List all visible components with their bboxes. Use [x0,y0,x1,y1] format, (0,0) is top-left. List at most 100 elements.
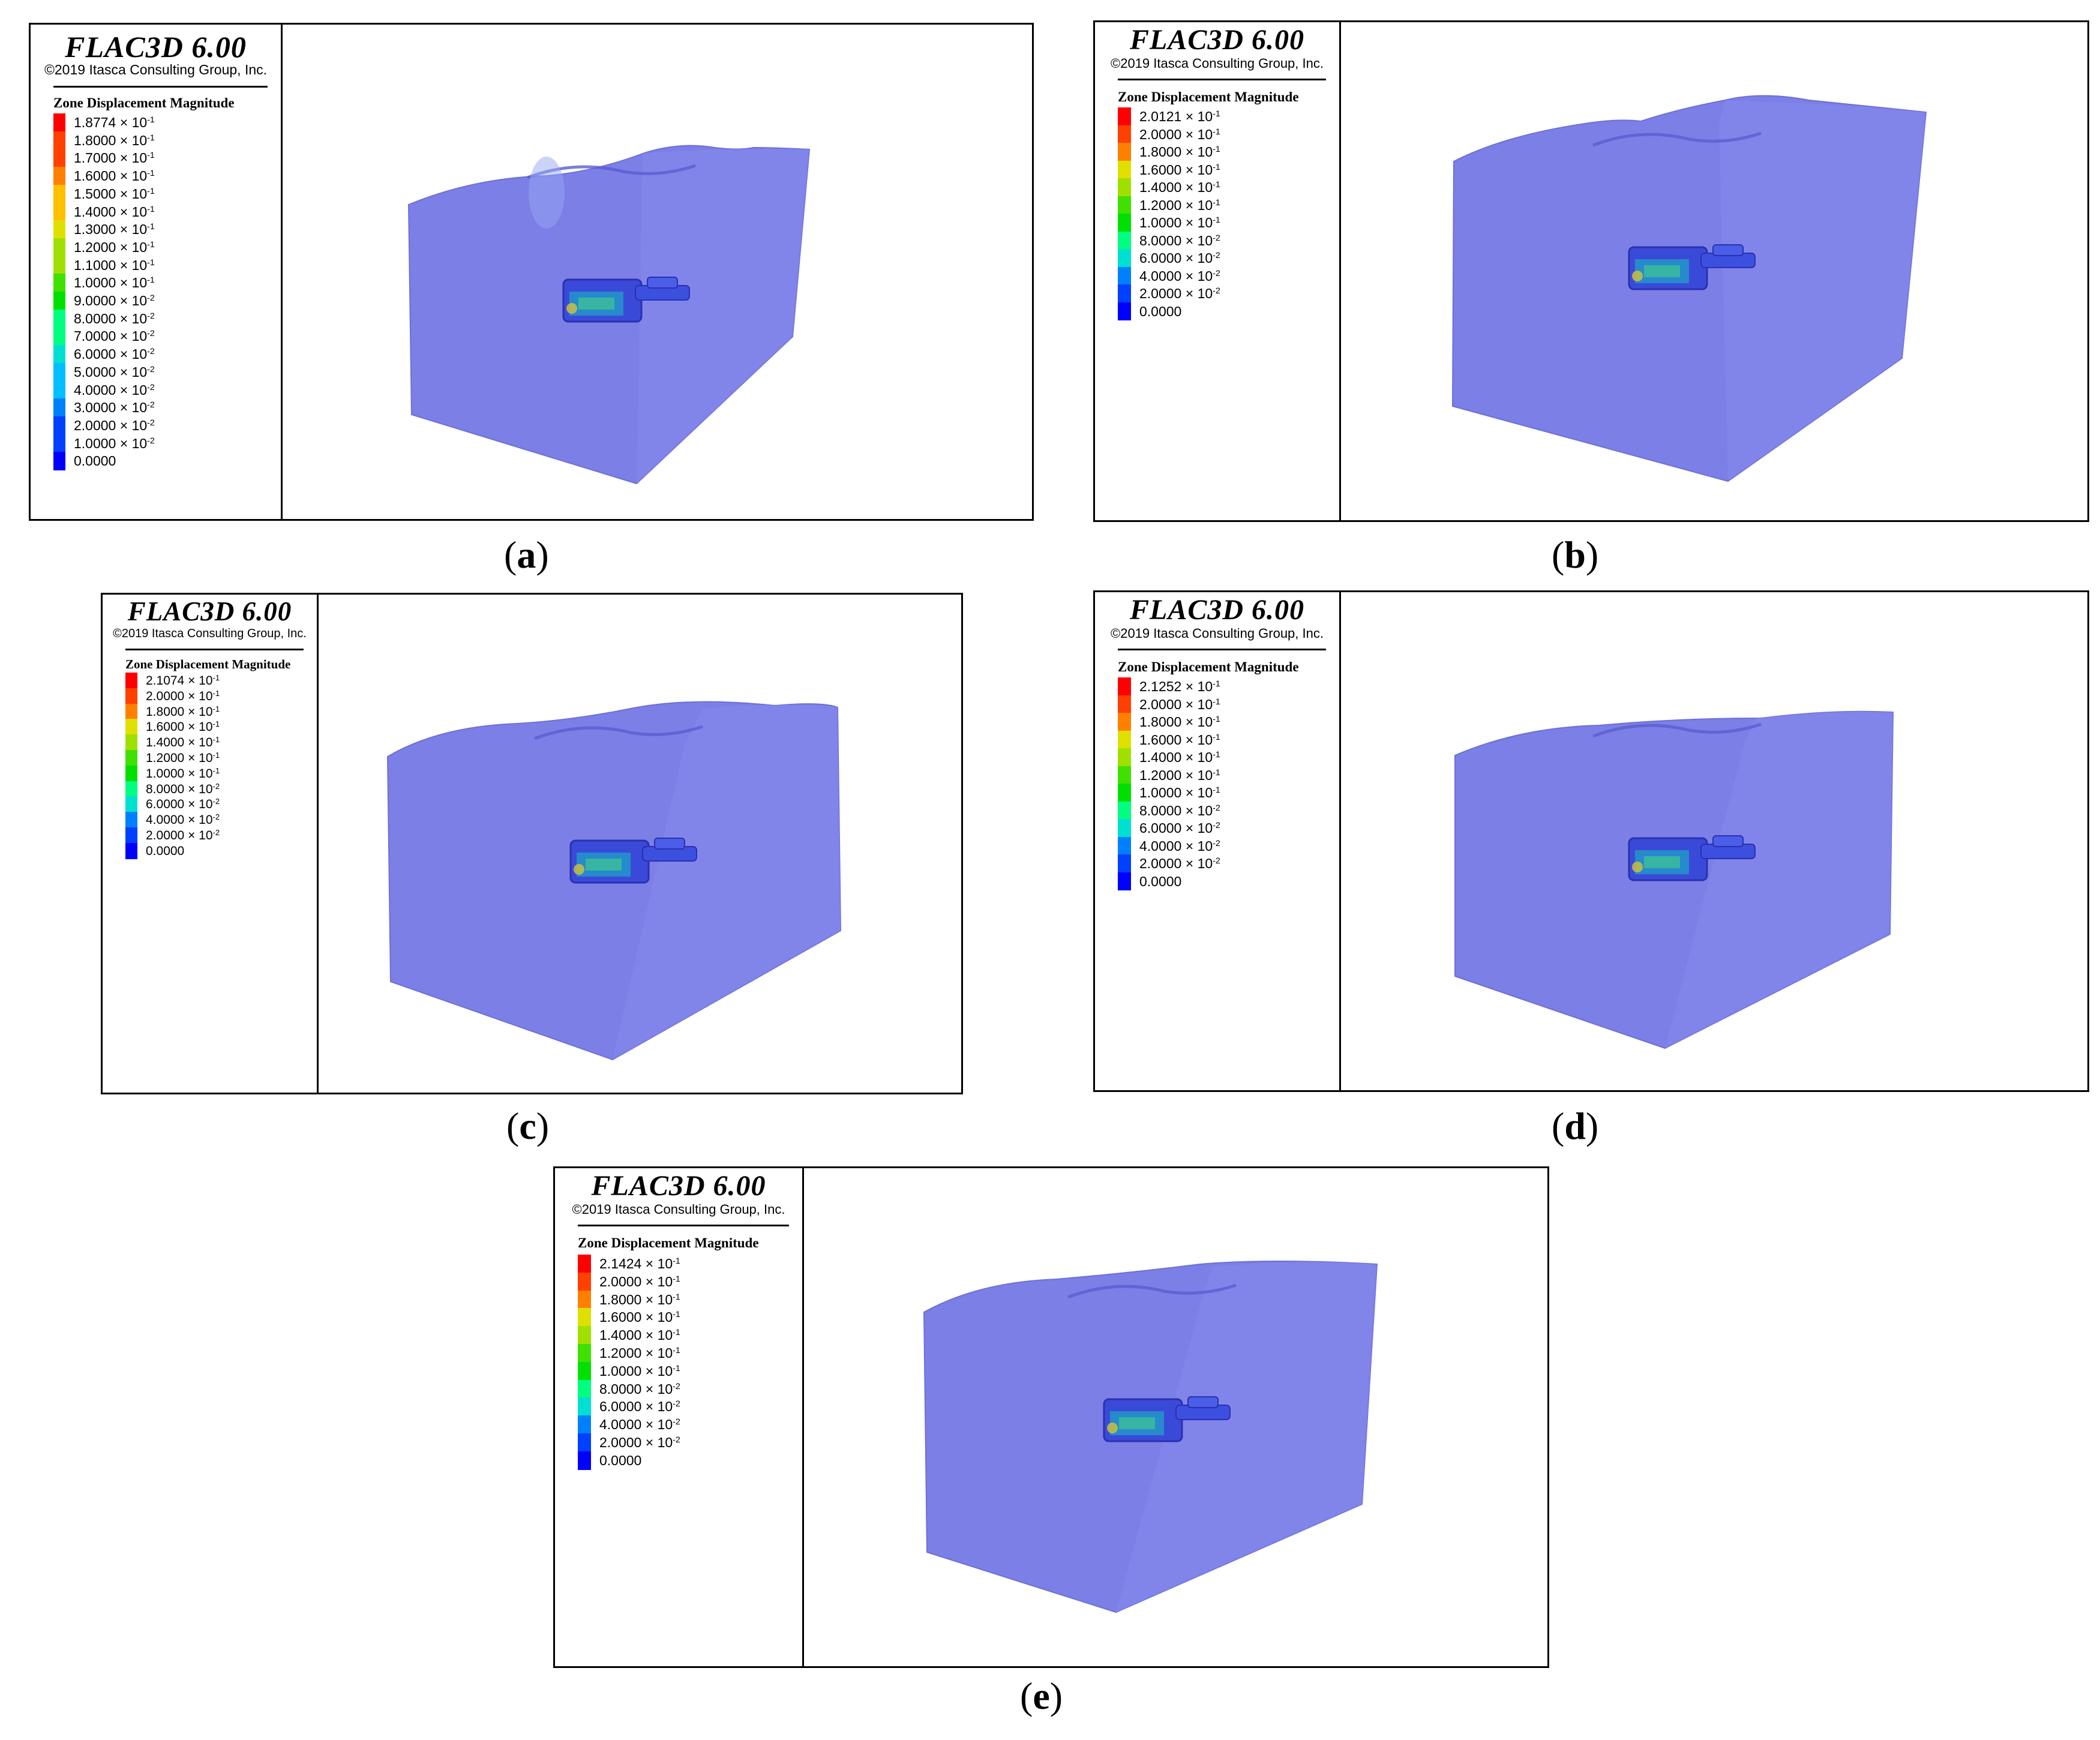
scale-value: 8.0000 × 10-2 [599,1381,680,1397]
scale-mantissa: 8.0000 [74,310,116,326]
scale-mantissa: 6.0000 [74,346,116,362]
scale-times: × 10 [1181,268,1213,284]
scale-exponent: -1 [1213,197,1220,208]
header-divider [125,649,304,650]
scale-mantissa: 6.0000 [599,1399,642,1415]
color-swatch [53,416,65,435]
scale-mantissa: 8.0000 [1139,802,1182,818]
color-swatch [1118,160,1131,179]
scale-value: 1.7000 × 10-1 [74,150,155,166]
scale-times: × 10 [116,417,148,433]
scale-mantissa: 1.4000 [599,1327,642,1343]
scale-times: × 10 [1181,767,1213,783]
scale-mantissa: 2.0000 [146,689,185,703]
surface-depression [534,725,703,740]
scale-value: 2.0000 × 10-1 [1139,127,1220,143]
scale-value: 1.0000 × 10-1 [74,275,155,291]
scale-mantissa: 6.0000 [1139,250,1182,266]
scale-times: × 10 [184,797,213,812]
scale-exponent: -1 [673,1292,680,1302]
color-swatch [1118,748,1131,767]
scale-mantissa: 1.0000 [1139,215,1182,230]
color-swatch [1118,143,1131,161]
scale-exponent: -2 [147,329,155,339]
scale-value: 1.8000 × 10-1 [74,133,155,149]
model-block-side [1719,100,1926,481]
color-swatch [125,750,137,766]
scale-exponent: -2 [212,781,220,791]
scale-mantissa: 1.0000 [74,435,116,451]
model-view [804,1168,1547,1666]
color-swatch [578,1344,591,1363]
color-swatch [53,327,65,346]
scale-times: × 10 [1181,785,1213,800]
scale-times: × 10 [641,1273,673,1289]
scale-exponent: -2 [147,418,155,428]
color-swatch [125,827,137,844]
displacement-contour [578,298,614,310]
model-view [319,595,961,1093]
color-swatch [53,452,65,470]
scale-times: × 10 [1181,109,1213,124]
scale-times: × 10 [184,782,213,796]
color-swatch [53,309,65,328]
scale-times: × 10 [116,364,148,380]
scale-times: × 10 [184,829,213,842]
color-swatch [53,434,65,453]
scale-value: 7.0000 × 10-2 [74,328,155,344]
scale-exponent: -1 [147,133,155,143]
scale-exponent: -1 [1213,109,1220,119]
scale-times: × 10 [116,328,148,344]
scale-value: 6.0000 × 10-2 [1139,250,1220,266]
scale-mantissa: 6.0000 [146,797,185,812]
caption-open: ( [1552,533,1565,576]
legend-title: Zone Displacement Magnitude [53,95,235,110]
legend-title: Zone Displacement Magnitude [1118,89,1299,104]
scale-value: 2.0000 × 10-2 [146,829,220,843]
model-view [283,25,1032,519]
color-swatch [578,1451,591,1470]
model-render [386,701,842,1061]
scale-mantissa: 0.0000 [1139,303,1182,319]
caption-open: ( [1552,1105,1565,1147]
scale-value: 2.0000 × 10-2 [599,1435,680,1451]
model-render [923,1261,1378,1613]
scale-exponent: -1 [147,222,155,232]
caption-close: ) [1585,533,1599,576]
color-swatch [125,719,137,736]
scale-mantissa: 2.0000 [1139,856,1182,871]
color-swatch [53,113,65,132]
scale-exponent: -2 [1213,821,1220,831]
scale-exponent: -2 [1213,251,1220,261]
scale-exponent: -2 [147,311,155,321]
scale-mantissa: 4.0000 [1139,838,1182,854]
scale-exponent: -1 [147,240,155,250]
color-swatch [1118,766,1131,784]
copyright-text: ©2019 Itasca Consulting Group, Inc. [44,62,268,77]
panel-caption-c: (c) [506,1104,549,1148]
caption-letter: b [1564,533,1586,576]
scale-mantissa: 2.0000 [599,1435,642,1450]
scale-mantissa: 6.0000 [1139,820,1182,836]
caption-close: ) [1585,1105,1599,1147]
scale-exponent: -1 [1213,145,1220,155]
scale-exponent: -1 [673,1274,680,1284]
scale-value: 6.0000 × 10-2 [146,797,220,812]
scale-exponent: -1 [1213,180,1220,190]
scale-times: × 10 [1181,696,1213,712]
scale-times: × 10 [641,1417,673,1433]
scale-times: × 10 [116,132,148,148]
scale-mantissa: 1.8000 [1139,144,1182,160]
color-swatch [125,842,137,859]
panel-caption-b: (b) [1552,533,1598,577]
scale-exponent: -1 [147,151,155,161]
scale-mantissa: 1.1000 [74,257,116,273]
scale-value: 2.1424 × 10-1 [599,1256,680,1272]
color-swatch [578,1290,591,1309]
scale-exponent: -2 [147,364,155,374]
scale-value: 0.0000 [1139,874,1181,890]
scale-value: 6.0000 × 10-2 [599,1399,680,1415]
scale-value: 1.8000 × 10-1 [1139,714,1220,730]
scale-times: × 10 [1181,215,1213,230]
scale-mantissa: 1.4000 [1139,749,1182,765]
